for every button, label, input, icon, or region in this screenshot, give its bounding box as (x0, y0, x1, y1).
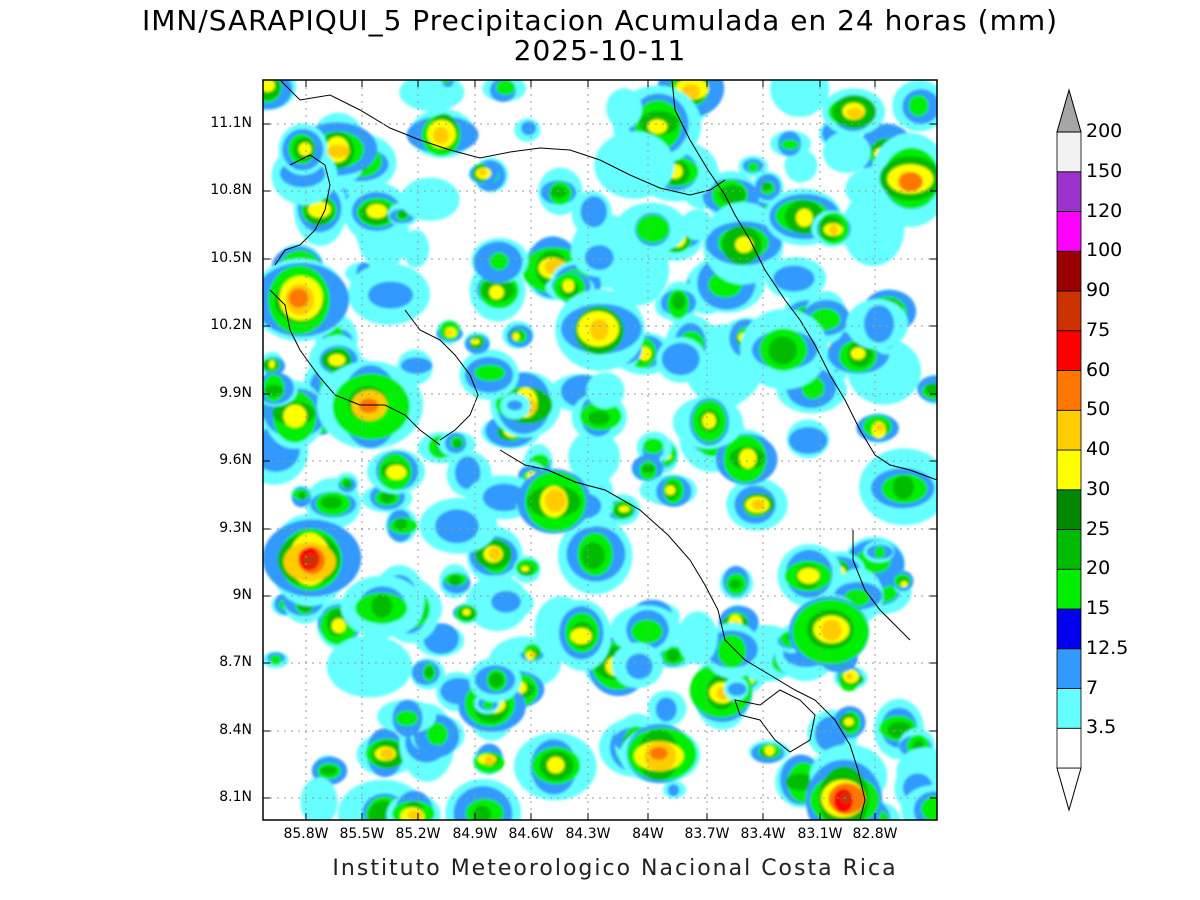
lat-label: 10.2N (210, 317, 252, 333)
lat-label: 9N (232, 587, 252, 603)
colorbar-label: 120 (1086, 199, 1123, 222)
colorbar-label: 60 (1086, 358, 1111, 381)
colorbar-label: 75 (1086, 318, 1111, 341)
lon-label: 85.5W (339, 826, 385, 842)
coastline (269, 80, 937, 820)
precipitation-field (263, 80, 937, 820)
lon-label: 83.7W (684, 826, 730, 842)
map-frame (262, 79, 938, 821)
lon-label: 84.3W (565, 826, 611, 842)
lat-label: 9.3N (219, 520, 252, 536)
footer-credit: Instituto Meteorologico Nacional Costa R… (332, 856, 898, 881)
axis-ticks (263, 80, 937, 820)
lat-label: 8.7N (219, 654, 252, 670)
lon-label: 85.8W (283, 826, 329, 842)
graticule (263, 80, 937, 820)
lon-label: 84W (632, 826, 664, 842)
colorbar (1056, 88, 1082, 812)
colorbar-label: 90 (1086, 279, 1111, 301)
lat-label: 10.5N (210, 250, 252, 266)
colorbar-label: 50 (1086, 398, 1111, 421)
colorbar-label: 150 (1086, 159, 1123, 182)
colorbar-label: 100 (1086, 239, 1123, 262)
colorbar-label: 12.5 (1086, 636, 1129, 659)
lon-label: 83.1W (797, 826, 843, 842)
colorbar-label: 200 (1086, 120, 1123, 142)
map-title: IMN/SARAPIQUI_5 Precipitacion Acumulada … (141, 4, 1059, 37)
lat-label: 8.1N (219, 789, 252, 805)
colorbar-label: 20 (1086, 557, 1111, 580)
lat-label: 8.4N (219, 722, 252, 738)
colorbar-label: 7 (1086, 676, 1099, 699)
colorbar-label: 30 (1086, 477, 1111, 500)
lat-label: 9.6N (219, 452, 252, 468)
colorbar-label: 3.5 (1086, 716, 1117, 739)
lat-label: 11.1N (210, 115, 252, 131)
lat-label: 9.9N (219, 385, 252, 401)
map-date: 2025-10-11 (513, 34, 687, 67)
lat-label: 10.8N (210, 182, 252, 198)
colorbar-label: 15 (1086, 597, 1111, 619)
lon-label: 85.2W (395, 826, 441, 842)
lon-label: 84.9W (452, 826, 498, 842)
lon-label: 84.6W (508, 826, 554, 842)
lon-label: 82.8W (852, 826, 898, 842)
colorbar-label: 25 (1086, 517, 1111, 540)
colorbar-label: 40 (1086, 438, 1111, 460)
lon-label: 83.4W (740, 826, 786, 842)
